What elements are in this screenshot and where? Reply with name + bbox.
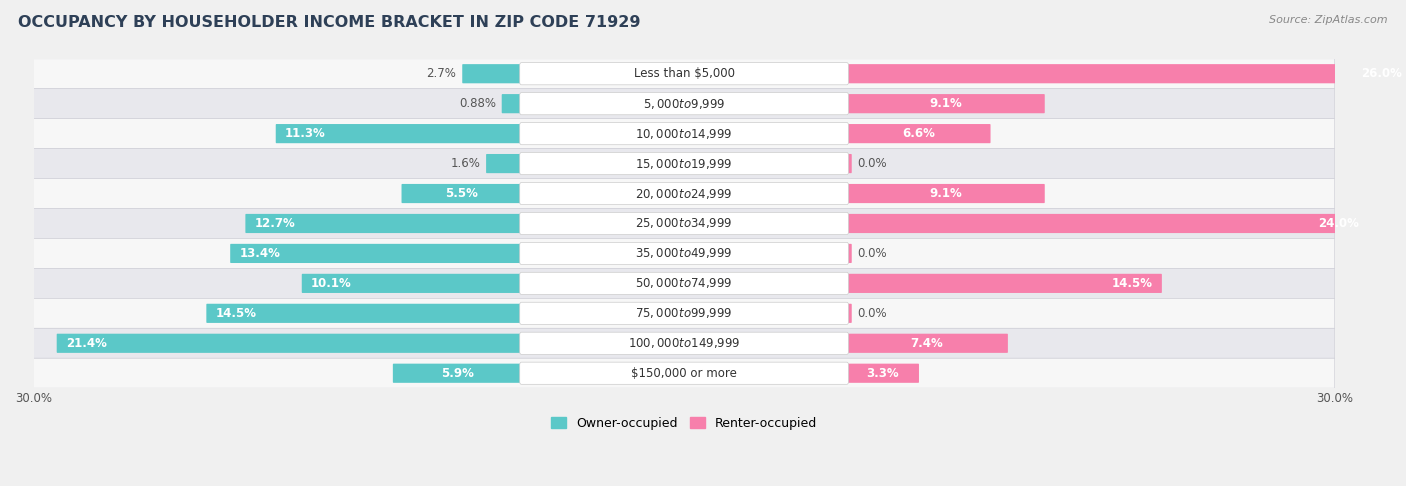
FancyBboxPatch shape bbox=[34, 208, 1334, 239]
FancyBboxPatch shape bbox=[402, 184, 522, 203]
FancyBboxPatch shape bbox=[276, 124, 522, 143]
FancyBboxPatch shape bbox=[846, 214, 1368, 233]
Text: OCCUPANCY BY HOUSEHOLDER INCOME BRACKET IN ZIP CODE 71929: OCCUPANCY BY HOUSEHOLDER INCOME BRACKET … bbox=[18, 15, 641, 30]
Text: 7.4%: 7.4% bbox=[911, 337, 943, 350]
FancyBboxPatch shape bbox=[520, 243, 848, 264]
FancyBboxPatch shape bbox=[246, 214, 522, 233]
Text: 21.4%: 21.4% bbox=[66, 337, 107, 350]
FancyBboxPatch shape bbox=[34, 298, 1334, 329]
FancyBboxPatch shape bbox=[34, 88, 1334, 119]
Text: $35,000 to $49,999: $35,000 to $49,999 bbox=[636, 246, 733, 260]
FancyBboxPatch shape bbox=[207, 304, 522, 323]
Text: 5.5%: 5.5% bbox=[446, 187, 478, 200]
FancyBboxPatch shape bbox=[34, 329, 1334, 358]
Legend: Owner-occupied, Renter-occupied: Owner-occupied, Renter-occupied bbox=[546, 412, 823, 434]
Text: 3.3%: 3.3% bbox=[866, 367, 898, 380]
Text: 0.88%: 0.88% bbox=[458, 97, 496, 110]
Text: 11.3%: 11.3% bbox=[285, 127, 326, 140]
FancyBboxPatch shape bbox=[392, 364, 522, 383]
Text: $50,000 to $74,999: $50,000 to $74,999 bbox=[636, 277, 733, 290]
Text: $5,000 to $9,999: $5,000 to $9,999 bbox=[643, 97, 725, 111]
Text: 5.9%: 5.9% bbox=[441, 367, 474, 380]
FancyBboxPatch shape bbox=[34, 358, 1334, 388]
Text: 10.1%: 10.1% bbox=[311, 277, 352, 290]
FancyBboxPatch shape bbox=[520, 362, 848, 384]
FancyBboxPatch shape bbox=[846, 244, 852, 263]
FancyBboxPatch shape bbox=[34, 239, 1334, 268]
FancyBboxPatch shape bbox=[302, 274, 522, 293]
Text: Source: ZipAtlas.com: Source: ZipAtlas.com bbox=[1270, 15, 1388, 25]
Text: 0.0%: 0.0% bbox=[858, 157, 887, 170]
Text: 9.1%: 9.1% bbox=[929, 97, 962, 110]
Text: 9.1%: 9.1% bbox=[929, 187, 962, 200]
FancyBboxPatch shape bbox=[502, 94, 522, 113]
Text: $15,000 to $19,999: $15,000 to $19,999 bbox=[636, 156, 733, 171]
Text: $150,000 or more: $150,000 or more bbox=[631, 367, 737, 380]
FancyBboxPatch shape bbox=[520, 332, 848, 354]
FancyBboxPatch shape bbox=[34, 59, 1334, 88]
FancyBboxPatch shape bbox=[34, 119, 1334, 149]
FancyBboxPatch shape bbox=[520, 93, 848, 115]
FancyBboxPatch shape bbox=[846, 64, 1406, 83]
FancyBboxPatch shape bbox=[846, 94, 1045, 113]
Text: 0.0%: 0.0% bbox=[858, 307, 887, 320]
Text: $25,000 to $34,999: $25,000 to $34,999 bbox=[636, 216, 733, 230]
Text: 12.7%: 12.7% bbox=[254, 217, 295, 230]
FancyBboxPatch shape bbox=[463, 64, 522, 83]
FancyBboxPatch shape bbox=[34, 178, 1334, 208]
FancyBboxPatch shape bbox=[846, 334, 1008, 353]
FancyBboxPatch shape bbox=[486, 154, 522, 173]
FancyBboxPatch shape bbox=[520, 122, 848, 145]
Text: 26.0%: 26.0% bbox=[1361, 67, 1402, 80]
FancyBboxPatch shape bbox=[846, 154, 852, 173]
FancyBboxPatch shape bbox=[520, 212, 848, 235]
Text: Less than $5,000: Less than $5,000 bbox=[634, 67, 734, 80]
FancyBboxPatch shape bbox=[56, 334, 522, 353]
Text: 0.0%: 0.0% bbox=[858, 247, 887, 260]
Text: 2.7%: 2.7% bbox=[426, 67, 457, 80]
Text: 14.5%: 14.5% bbox=[215, 307, 257, 320]
FancyBboxPatch shape bbox=[34, 149, 1334, 178]
FancyBboxPatch shape bbox=[846, 304, 852, 323]
Text: $75,000 to $99,999: $75,000 to $99,999 bbox=[636, 306, 733, 320]
Text: 6.6%: 6.6% bbox=[901, 127, 935, 140]
FancyBboxPatch shape bbox=[846, 184, 1045, 203]
FancyBboxPatch shape bbox=[520, 302, 848, 325]
Text: $10,000 to $14,999: $10,000 to $14,999 bbox=[636, 127, 733, 140]
Text: $20,000 to $24,999: $20,000 to $24,999 bbox=[636, 187, 733, 201]
FancyBboxPatch shape bbox=[520, 63, 848, 85]
FancyBboxPatch shape bbox=[231, 244, 522, 263]
FancyBboxPatch shape bbox=[846, 124, 991, 143]
FancyBboxPatch shape bbox=[34, 268, 1334, 298]
FancyBboxPatch shape bbox=[520, 272, 848, 295]
Text: 14.5%: 14.5% bbox=[1112, 277, 1153, 290]
FancyBboxPatch shape bbox=[520, 153, 848, 174]
Text: $100,000 to $149,999: $100,000 to $149,999 bbox=[628, 336, 741, 350]
FancyBboxPatch shape bbox=[520, 182, 848, 205]
Text: 13.4%: 13.4% bbox=[239, 247, 280, 260]
Text: 24.0%: 24.0% bbox=[1317, 217, 1358, 230]
FancyBboxPatch shape bbox=[846, 274, 1161, 293]
FancyBboxPatch shape bbox=[846, 364, 920, 383]
Text: 1.6%: 1.6% bbox=[450, 157, 481, 170]
